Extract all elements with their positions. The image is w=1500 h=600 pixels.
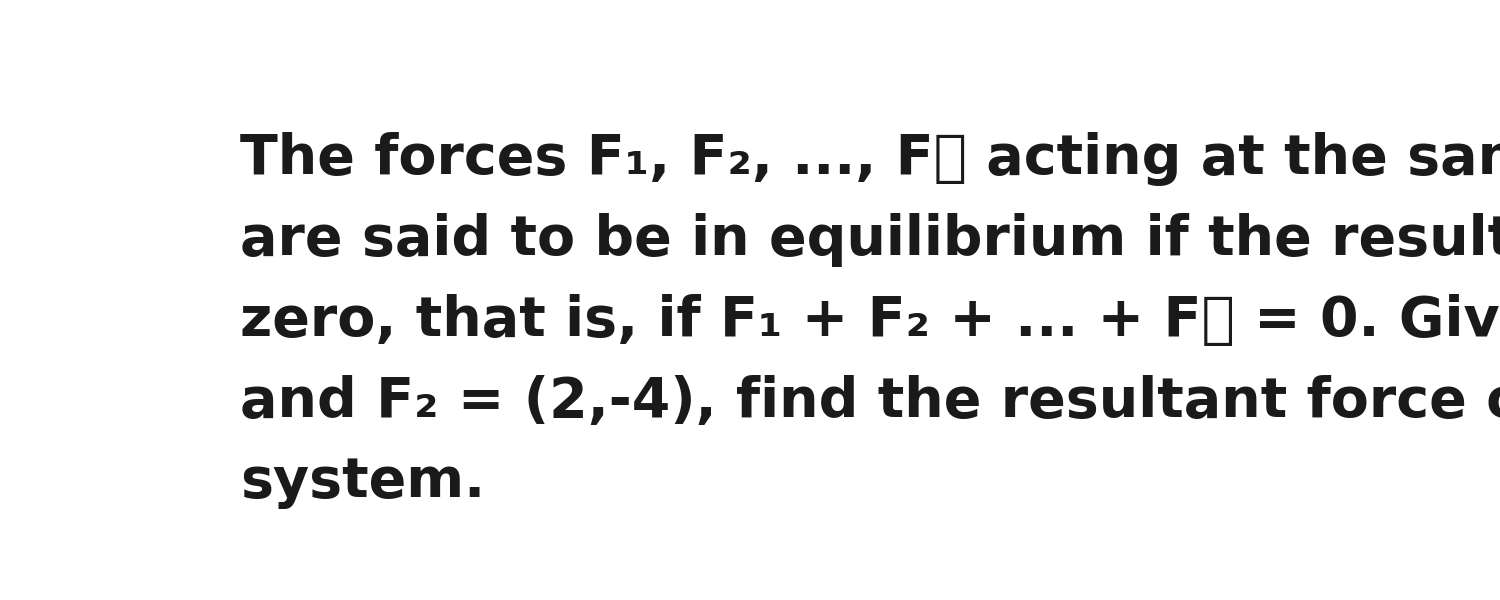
Text: system.: system. [240,455,484,509]
Text: and F₂ = (2,-4), find the resultant force of the: and F₂ = (2,-4), find the resultant forc… [240,374,1500,428]
Text: zero, that is, if F₁ + F₂ + ... + F⧇ = 0. Given F₁ = (5,2): zero, that is, if F₁ + F₂ + ... + F⧇ = 0… [240,294,1500,348]
Text: The forces F₁, F₂, ..., F⧇ acting at the same point P: The forces F₁, F₂, ..., F⧇ acting at the… [240,132,1500,186]
Text: are said to be in equilibrium if the resultant force is: are said to be in equilibrium if the res… [240,213,1500,267]
